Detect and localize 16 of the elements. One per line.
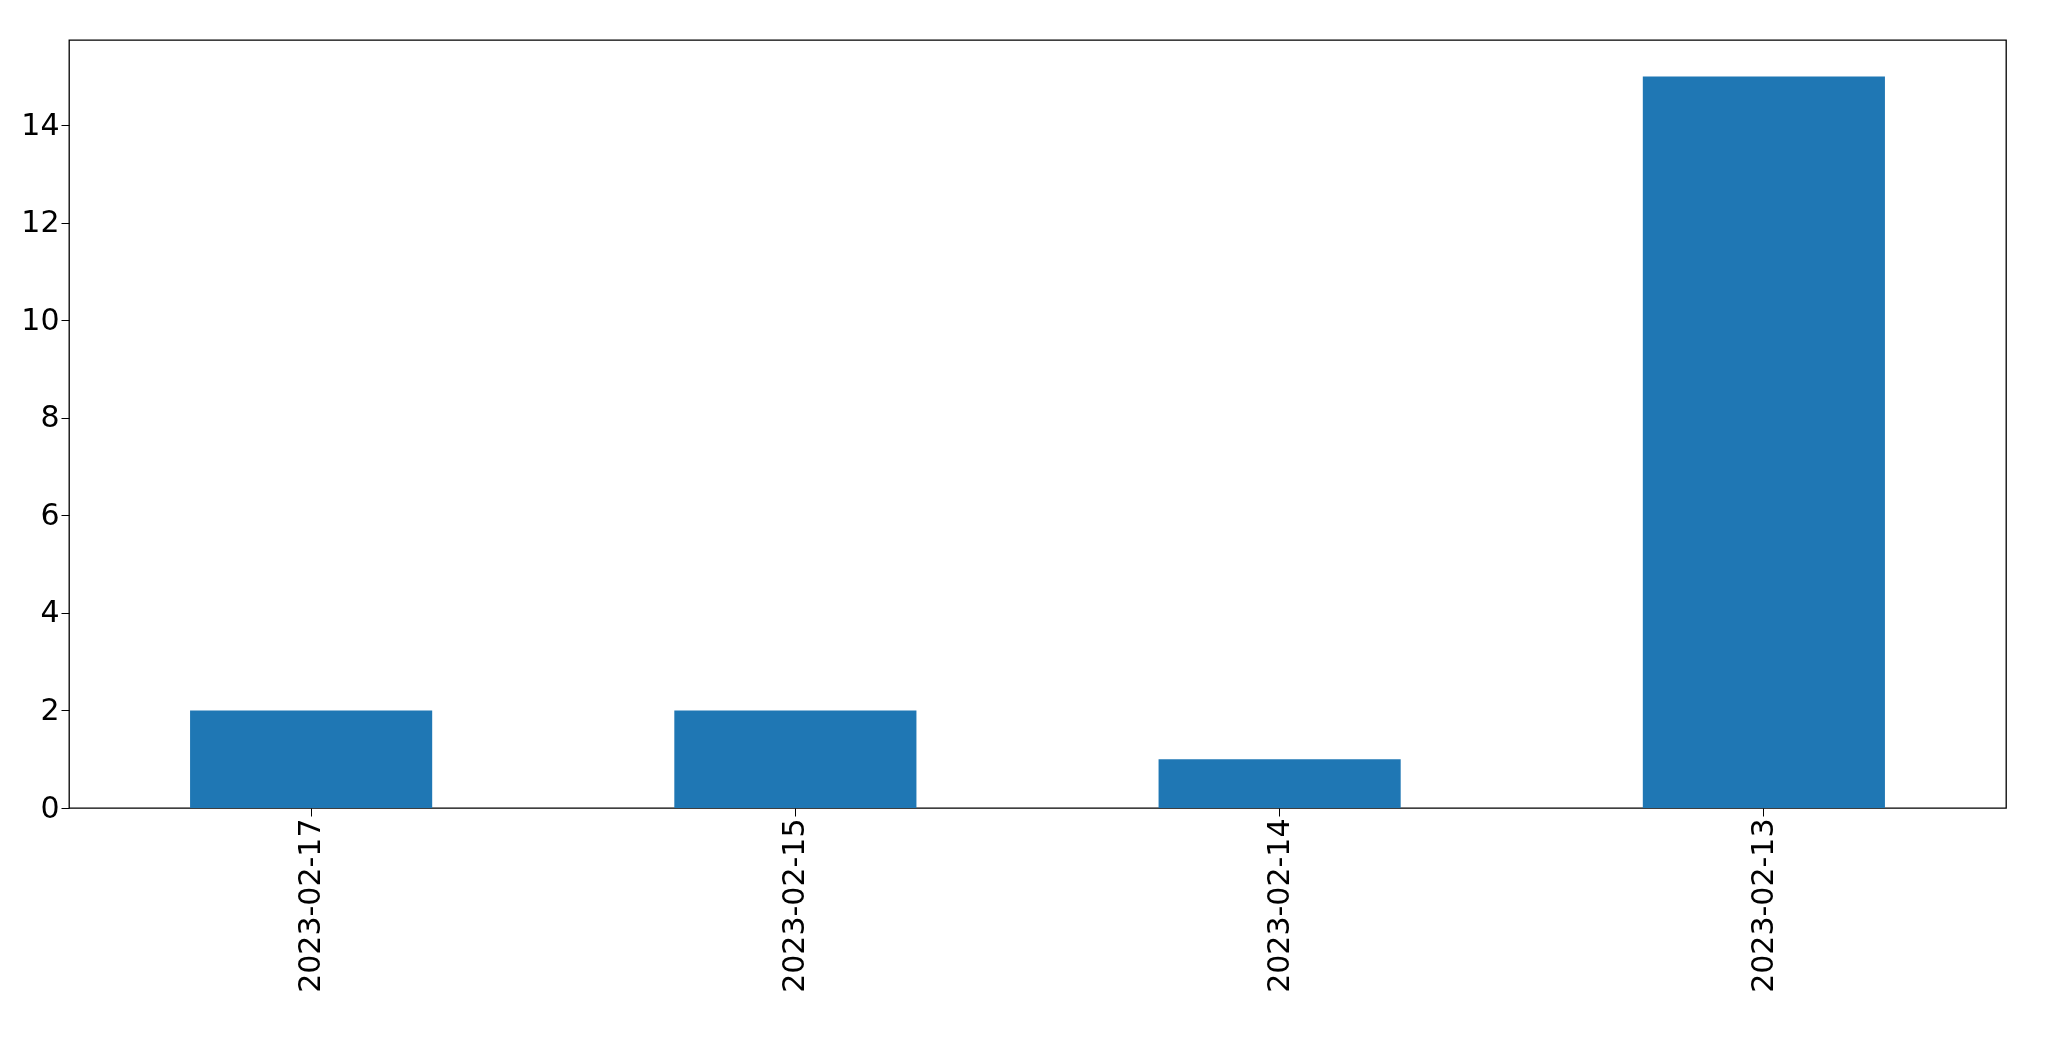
y-tick-label: 2 xyxy=(40,691,60,727)
y-tick-label: 4 xyxy=(40,594,60,630)
y-tick-label: 6 xyxy=(40,496,60,532)
x-tick-label: 2023-02-14 xyxy=(1260,818,1296,993)
y-tick-label: 8 xyxy=(40,399,60,435)
bar xyxy=(190,710,433,808)
bar xyxy=(1158,759,1401,808)
bar xyxy=(674,710,917,808)
x-tick-label: 2023-02-15 xyxy=(776,818,812,993)
y-tick-label: 12 xyxy=(21,204,60,240)
x-tick-label: 2023-02-17 xyxy=(292,818,328,993)
bar xyxy=(1642,76,1885,808)
x-tick-label: 2023-02-13 xyxy=(1744,818,1780,993)
y-tick-label: 14 xyxy=(21,106,60,142)
y-tick-label: 10 xyxy=(21,301,60,337)
y-tick-label: 0 xyxy=(40,789,60,825)
